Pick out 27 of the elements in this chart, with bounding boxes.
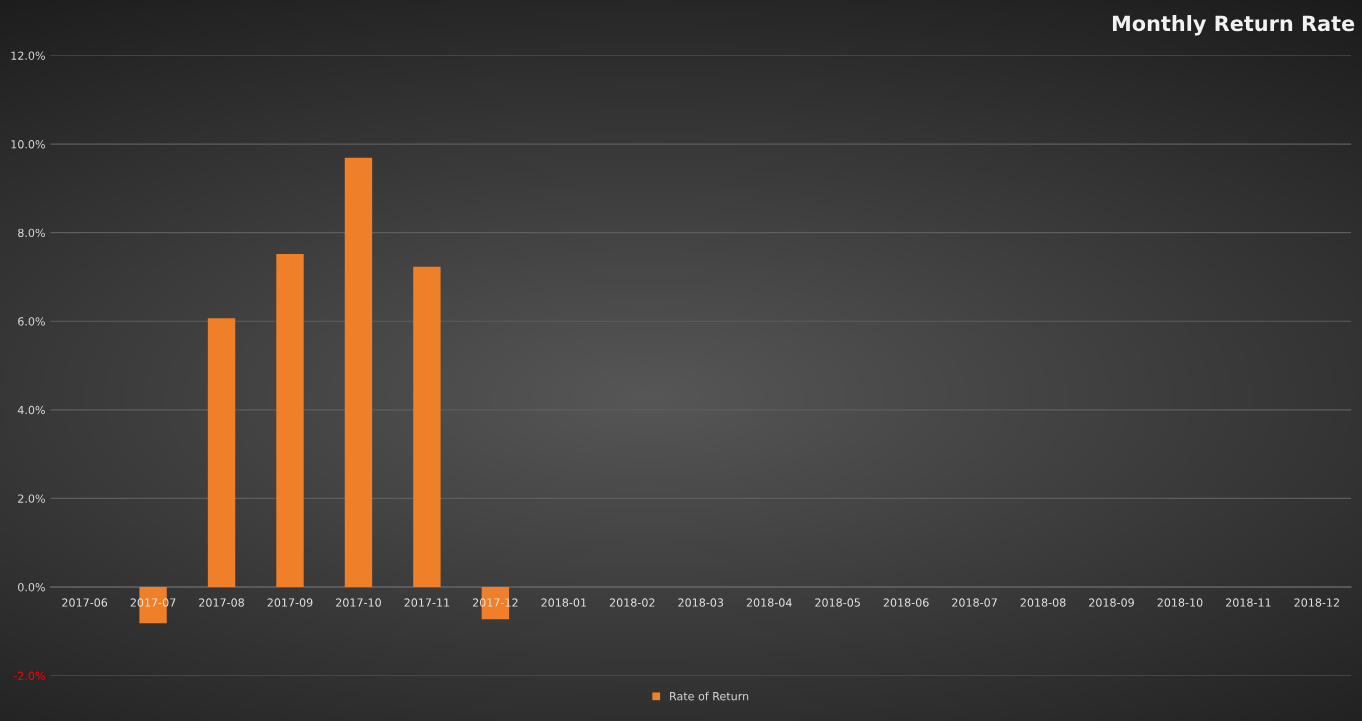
x-tick-label: 2018-11 [1226,598,1271,607]
y-tick-label: 4.0% [17,405,45,415]
y-tick-label: 0.0% [18,582,45,592]
x-tick-label: 2018-08 [1020,598,1066,607]
x-tick-label: 2018-12 [1294,598,1339,607]
y-tick-label: -2.0% [13,671,45,680]
x-tick-label: 2018-07 [952,598,997,607]
x-tick-label: 2017-06 [62,598,108,607]
x-tick-label: 2018-10 [1157,598,1203,607]
y-tick-label: 8.0% [18,228,45,238]
x-tick-label: 2017-10 [336,598,381,607]
x-tick-label: 2018-06 [883,598,929,607]
y-tick-label: 10.0% [11,140,45,149]
x-tick-label: 2017-09 [267,598,313,607]
y-tick-label: 2.0% [18,494,45,503]
x-tick-label: 2018-09 [1089,598,1134,607]
x-tick-label: 2018-02 [609,598,655,607]
y-tick-label: 12.0% [11,51,45,60]
x-tick-label: 2017-11 [404,598,450,607]
x-tick-label: 2018-03 [678,598,724,607]
legend-label: Rate of Return [670,691,749,701]
x-tick-label: 2018-04 [746,598,792,607]
y-tick-label: 6.0% [18,317,45,326]
x-tick-label: 2017-08 [199,598,244,607]
chart-title: Monthly Return Rate [1112,15,1355,36]
x-tick-label: 2018-01 [541,598,587,607]
x-tick-label: 2018-05 [815,598,860,607]
